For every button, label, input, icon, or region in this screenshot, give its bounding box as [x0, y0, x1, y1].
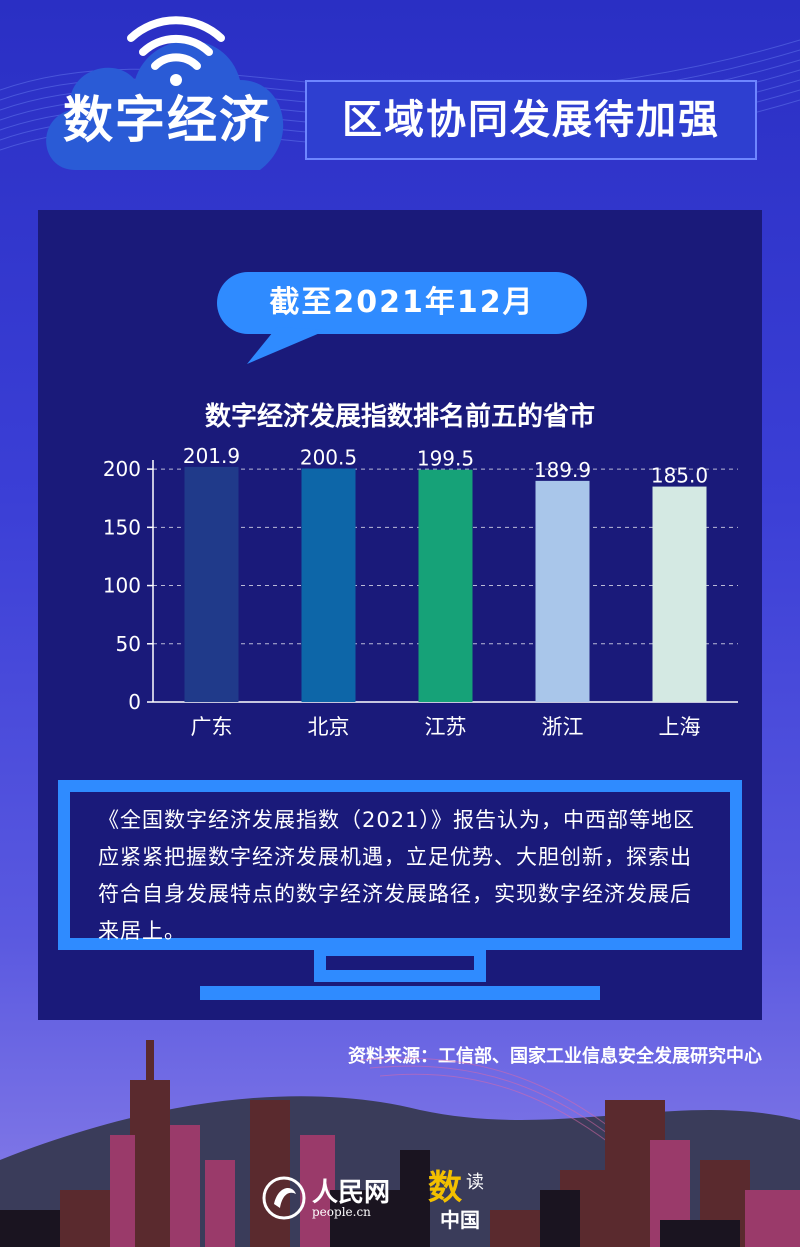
people-logo-name: 人民网 — [312, 1178, 391, 1208]
bar — [652, 486, 707, 702]
bar — [418, 469, 473, 702]
bar — [535, 480, 590, 702]
bar — [184, 466, 239, 702]
report-text: 《全国数字经济发展指数（2021）》报告认为，中西部等地区应紧紧把握数字经济发展… — [98, 808, 695, 943]
zhongguo-logo: 中国 — [440, 1208, 480, 1232]
y-tick-label: 100 — [103, 574, 141, 598]
bar-chart: 0 50 100 150 200 201.9 广东 200.5 北京 199.5 江苏 189.9 浙江… — [103, 444, 738, 739]
y-tick-label: 0 — [128, 690, 141, 714]
bar-value-label: 200.5 — [300, 446, 357, 470]
y-tick-label: 150 — [103, 515, 141, 539]
speech-bubble — [217, 272, 587, 364]
y-tick-label: 200 — [103, 457, 141, 481]
monitor-frame — [58, 780, 742, 1000]
bar — [301, 468, 356, 702]
title-regional-development: 区域协同发展待加强 — [305, 80, 757, 160]
category-label: 北京 — [308, 715, 350, 739]
people-logo-icon — [262, 1176, 306, 1220]
category-label: 上海 — [659, 715, 701, 739]
chart-title: 数字经济发展指数排名前五的省市 — [204, 402, 595, 432]
bar-value-label: 189.9 — [534, 458, 591, 482]
people-logo-url: people.cn — [312, 1205, 371, 1219]
date-badge: 截至2021年12月 — [269, 285, 535, 320]
category-label: 广东 — [191, 715, 233, 739]
category-label: 江苏 — [425, 715, 467, 739]
title-digital-economy: 数字经济 — [63, 91, 271, 149]
wifi-cloud-icon — [46, 16, 284, 170]
category-label: 浙江 — [542, 715, 584, 739]
people-logo: 人民网 people.cn — [262, 1172, 390, 1219]
shu-logo: 数 — [428, 1168, 462, 1208]
bar-value-label: 199.5 — [417, 447, 474, 471]
city-skyline — [0, 1040, 800, 1247]
du-logo: 读 — [466, 1172, 484, 1193]
bar-value-label: 201.9 — [183, 444, 240, 468]
bar-value-label: 185.0 — [651, 464, 708, 488]
y-tick-label: 50 — [116, 632, 141, 656]
